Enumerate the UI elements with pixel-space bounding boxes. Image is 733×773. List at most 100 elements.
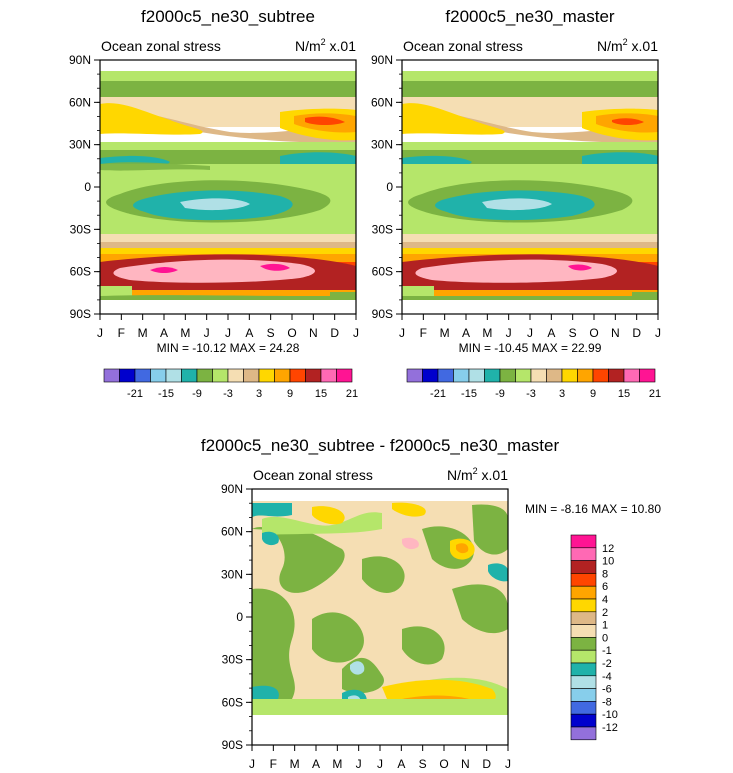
panel-subtree: f2000c5_ne30_subtree Ocean zonal stress … [69,7,359,400]
colorbar-label: 8 [602,568,608,580]
colorbar-swatch [570,675,597,689]
colorbar-swatch [181,368,198,383]
colorbar-swatch [570,688,597,702]
colorbar-swatch [484,368,501,383]
units-label: N/m2 x.01 [597,37,658,54]
x-tick-label: M [180,326,190,340]
x-tick-label: M [482,326,492,340]
x-tick-label: J [377,757,383,771]
y-tick-label: 30S [222,653,243,667]
colorbar-label: -1 [602,645,612,657]
colorbar-label: 0 [602,632,608,644]
x-tick-label: O [589,326,598,340]
x-tick-label: J [505,757,511,771]
left-label: Ocean zonal stress [253,467,373,483]
x-tick-label: D [482,757,491,771]
colorbar-label: 10 [602,556,614,568]
colorbar-label: -9 [495,388,505,400]
y-tick-label: 90S [372,307,393,321]
colorbar-label: -12 [602,722,618,734]
colorbar: -21 -15 -9 -3 3 9 15 21 [103,368,358,400]
colorbar-swatch [570,726,597,741]
y-tick-label: 30N [69,138,91,152]
colorbar-swatch [320,368,337,383]
colorbar-swatch [150,368,167,383]
x-tick-label: A [160,326,168,340]
colorbar-label: 1 [602,620,608,632]
colorbar-label: 12 [602,543,614,555]
colorbar-swatch [570,637,597,651]
y-tick-label: 0 [386,180,393,194]
x-tick-label: N [309,326,318,340]
y-tick-label: 0 [84,180,91,194]
x-tick-label: A [245,326,253,340]
colorbar-swatch [570,662,597,677]
x-tick-label: S [267,326,275,340]
x-tick-label: D [632,326,641,340]
colorbar-label: -3 [223,388,233,400]
y-tick-label: 30N [371,138,393,152]
panel-title: f2000c5_ne30_subtree [141,7,315,26]
colorbar-label: 15 [315,388,327,400]
colorbar-swatch [570,713,597,728]
x-tick-label: J [655,326,661,340]
colorbar-swatch [570,560,597,574]
x-tick-label: A [462,326,470,340]
min-max-stats: MIN = -10.12 MAX = 24.28 [157,341,300,355]
y-tick-label: 60N [221,525,243,539]
colorbar-swatch [530,368,547,383]
x-tick-label: O [439,757,448,771]
colorbar-label: -15 [158,388,174,400]
y-tick-label: 90N [221,482,243,496]
x-tick-label: F [270,757,277,771]
colorbar-label: 15 [618,388,630,400]
y-tick-label: 60N [69,95,91,109]
y-tick-label: 0 [236,610,243,624]
colorbar-swatch [561,368,578,383]
colorbar-swatch [515,368,532,383]
colorbar-swatch [134,368,151,383]
colorbar-label: -10 [602,709,618,721]
y-tick-label: 60S [372,265,393,279]
colorbar-swatch [305,368,322,383]
contour-field [252,489,508,745]
colorbar-swatch [119,368,136,383]
colorbar-label: -6 [602,684,612,696]
plot-area [401,59,659,315]
x-tick-label: F [118,326,125,340]
x-tick-label: J [527,326,533,340]
x-tick-label: A [312,757,320,771]
colorbar-swatch [570,701,597,715]
colorbar-swatch [336,368,353,383]
y-tick-label: 90S [222,738,243,752]
x-tick-label: J [97,326,103,340]
colorbar-swatch [468,368,485,383]
colorbar-label: 9 [287,388,293,400]
x-tick-label: J [399,326,405,340]
x-tick-label: M [440,326,450,340]
colorbar-swatch [577,368,594,383]
x-tick-label: J [225,326,231,340]
colorbar-label: 4 [602,594,608,606]
y-tick-label: 30S [372,222,393,236]
y-tick-label: 90N [69,53,91,67]
panel-title: f2000c5_ne30_master [445,7,615,26]
y-tick-label: 90N [371,53,393,67]
colorbar-swatch [623,368,640,383]
colorbar-swatch [592,368,609,383]
min-max-stats: MIN = -8.16 MAX = 10.80 [525,502,661,516]
colorbar-swatch [570,598,597,613]
x-tick-label: M [332,757,342,771]
colorbar-label: -21 [430,388,446,400]
y-tick-label: 30S [70,222,91,236]
colorbar-swatch [453,368,470,383]
colorbar-swatch [289,368,306,383]
x-tick-label: J [506,326,512,340]
units-label: N/m2 x.01 [447,466,508,483]
plot-area [251,488,509,746]
colorbar-label: 21 [346,388,358,400]
